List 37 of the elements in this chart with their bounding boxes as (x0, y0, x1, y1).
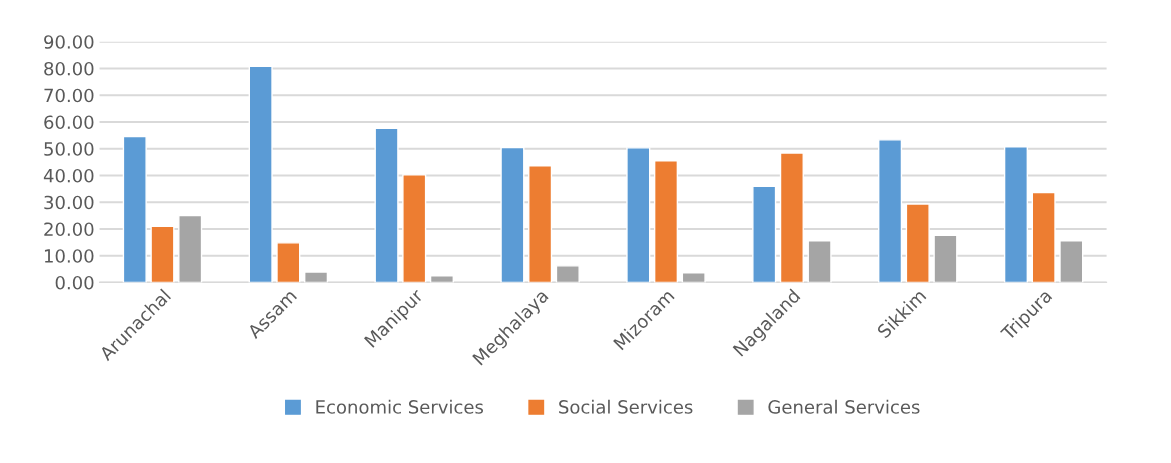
bar (1059, 240, 1084, 283)
y-tick-label: 10.00 (44, 249, 94, 263)
bar (528, 165, 553, 283)
bar (653, 160, 679, 283)
bar (429, 275, 454, 283)
bar (150, 225, 175, 283)
bar (807, 240, 832, 283)
y-tick-label: 90.00 (44, 35, 94, 49)
y-tick-label: 60.00 (44, 115, 94, 130)
bar (1031, 191, 1056, 283)
bar (1003, 146, 1029, 283)
y-tick-label: 70.00 (44, 88, 94, 103)
bar (122, 135, 147, 283)
legend-label: General Services (768, 399, 920, 414)
y-tick-label: 40.00 (43, 168, 94, 183)
bar (276, 242, 301, 283)
bar (178, 214, 203, 283)
bar (500, 146, 525, 283)
y-tick-label: 20.00 (44, 222, 94, 237)
bar (374, 127, 399, 283)
bar (752, 185, 777, 283)
y-tick-label: 80.00 (44, 61, 94, 76)
bar (905, 203, 930, 283)
bar (779, 152, 804, 283)
legend-label: Economic Services (316, 399, 484, 414)
bar (248, 65, 273, 283)
y-tick-label: 0.00 (55, 275, 94, 290)
bar (555, 265, 580, 283)
bar (304, 271, 329, 283)
bar (878, 139, 903, 283)
y-tick-label: 30.00 (44, 195, 94, 210)
legend-label: Social Services (559, 399, 693, 414)
bar (402, 174, 427, 283)
bar (681, 272, 706, 283)
y-tick-label: 50.00 (44, 142, 94, 156)
bar (933, 234, 958, 283)
bar (626, 147, 651, 283)
